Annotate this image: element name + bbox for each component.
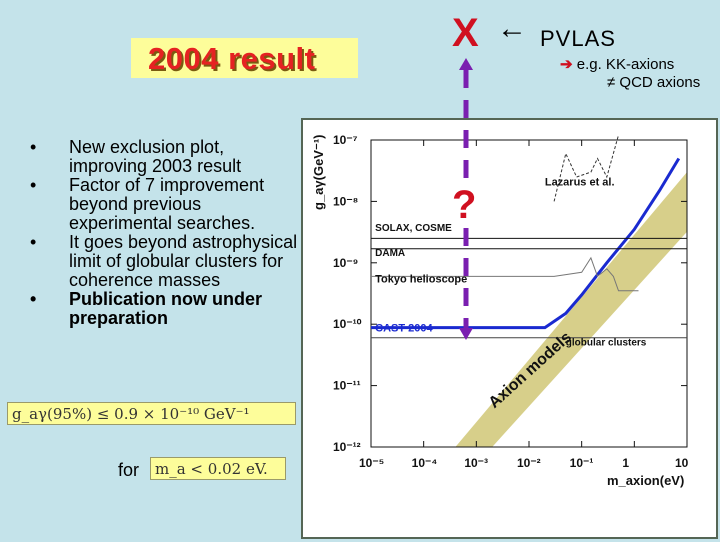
bullet-text-3: It goes beyond astrophysical limit of gl…	[69, 232, 298, 290]
x-tick-label: 10	[675, 456, 689, 470]
x-tick-label: 10⁻³	[464, 456, 488, 470]
pvlas-note-line-2: ≠ QCD axions	[607, 74, 701, 91]
bullet-item-1: • New exclusion plot, improving 2003 res…	[30, 138, 300, 176]
pvlas-x-mark: X	[452, 11, 479, 55]
exclusion-plot-frame: 10⁻⁷ 10⁻⁸ 10⁻⁹ 10⁻¹⁰ 10⁻¹¹ 10⁻¹² 10⁻⁵ 10⁻⁴ 10⁻³ 1…	[301, 118, 718, 539]
y-tick-label: 10⁻⁸	[333, 194, 358, 208]
series-cast-2004	[371, 157, 681, 330]
axion-models-band	[455, 172, 687, 448]
y-tick-label: 10⁻¹²	[333, 440, 361, 454]
y-tick-label: 10⁻⁷	[333, 133, 358, 147]
bullet-text-2: Factor of 7 improvement beyond previous …	[69, 175, 265, 233]
annotation-globular-clusters: globular clusters	[566, 337, 647, 348]
annotation-tokyo: Tokyo helioscope	[375, 273, 467, 285]
pvlas-label: PVLAS	[540, 26, 616, 51]
y-tick-label: 10⁻⁹	[333, 256, 358, 270]
coupling-formula-box: g_aγ(95%) ≤ 0.9 × 10⁻¹⁰ GeV⁻¹	[7, 402, 296, 425]
series-lazarus-et-al-	[553, 134, 619, 202]
bullet-dot: •	[30, 232, 37, 252]
x-axis-label: m_axion(eV)	[607, 473, 684, 488]
bullet-text-4: Publication now under preparation	[69, 289, 262, 328]
up-arrow-icon	[459, 58, 473, 70]
annotation-lazarus: Lazarus et al.	[545, 177, 615, 189]
x-tick-label: 10⁻¹	[570, 456, 594, 470]
mass-formula: m_a < 0.02 eV.	[155, 459, 268, 478]
slide-title: 2004 result	[148, 41, 316, 76]
right-arrow-icon: ➔	[560, 56, 573, 73]
bullet-text-1: New exclusion plot, improving 2003 resul…	[69, 137, 242, 176]
bullet-dot: •	[30, 137, 37, 157]
series-tokyo-helioscope	[371, 256, 639, 292]
bullet-item-2: • Factor of 7 improvement beyond previou…	[30, 176, 300, 233]
pvlas-note: ➔ e.g. KK-axions	[560, 55, 674, 73]
x-tick-label: 1	[622, 456, 629, 470]
x-tick-label: 10⁻⁴	[412, 456, 438, 470]
annotation-dama: DAMA	[375, 248, 405, 259]
mass-formula-box: m_a < 0.02 eV.	[150, 457, 286, 480]
y-tick-label: 10⁻¹¹	[333, 379, 361, 393]
annotation-solax-cosme: SOLAX, COSME	[375, 223, 452, 234]
for-label: for	[118, 460, 140, 480]
x-tick-label: 10⁻²	[517, 456, 541, 470]
annotation-cast-2004: CAST 2004	[375, 323, 433, 335]
title-highlight	[131, 38, 358, 78]
x-tick-label: 10⁻⁵	[359, 456, 384, 470]
bullet-item-3: • It goes beyond astrophysical limit of …	[30, 233, 300, 290]
bullet-list: • New exclusion plot, improving 2003 res…	[30, 138, 300, 328]
coupling-formula: g_aγ(95%) ≤ 0.9 × 10⁻¹⁰ GeV⁻¹	[12, 404, 250, 423]
y-axis-label: g_aγ(GeV⁻¹)	[311, 135, 326, 211]
pvlas-note-line-1: e.g. KK-axions	[576, 56, 675, 73]
y-tick-label: 10⁻¹⁰	[333, 317, 362, 331]
bullet-dot: •	[30, 289, 37, 309]
bullet-item-4: • Publication now under preparation	[30, 290, 300, 328]
bullet-dot: •	[30, 175, 37, 195]
left-arrow-icon: ←	[497, 12, 527, 45]
exclusion-plot: 10⁻⁷ 10⁻⁸ 10⁻⁹ 10⁻¹⁰ 10⁻¹¹ 10⁻¹² 10⁻⁵ 10⁻⁴ 10⁻³ 1…	[311, 133, 689, 488]
